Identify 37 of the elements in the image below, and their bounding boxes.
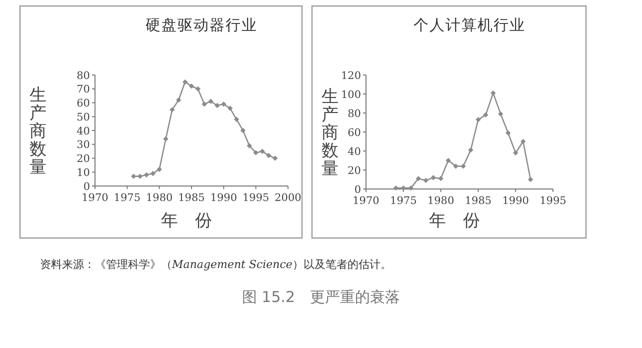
y-tick-label: 100 xyxy=(340,88,361,101)
y-tick-label: 80 xyxy=(76,70,90,82)
y-tick-label: 40 xyxy=(348,146,361,158)
caption: 图 15.2 更严重的衰落 xyxy=(242,288,400,306)
y-tick-label: 0 xyxy=(354,184,361,196)
x-tick-label: 1980 xyxy=(146,192,173,204)
x-tick-label: 1995 xyxy=(540,195,566,207)
x-tick-label: 1985 xyxy=(464,195,492,207)
y-tick-label: 60 xyxy=(348,126,361,139)
x-tick-label: 1970 xyxy=(352,195,380,207)
x-tick-label: 1975 xyxy=(114,192,141,204)
x-axis-title: 年 份 xyxy=(429,211,480,231)
y-tick-label: 10 xyxy=(76,166,90,179)
y-tick-label: 60 xyxy=(76,98,90,110)
y-axis-title: 生产商数量 xyxy=(322,87,338,179)
y-tick-label: 20 xyxy=(76,153,90,166)
y-tick-label: 50 xyxy=(76,111,90,124)
y-tick-label: 80 xyxy=(348,108,361,120)
x-tick-label: 2000 xyxy=(274,192,302,204)
y-axis-title: 生产商数量 xyxy=(30,86,46,178)
x-axis-title: 年 份 xyxy=(161,211,212,231)
x-tick-label: 1975 xyxy=(390,195,417,207)
text: 资料来源：《管理科学》（Management Science）以及笔者的估计。 xyxy=(40,258,392,271)
x-tick-label: 1985 xyxy=(178,192,205,204)
y-tick-label: 70 xyxy=(76,84,90,96)
y-tick-label: 40 xyxy=(76,125,90,138)
y-tick-label: 120 xyxy=(340,70,361,82)
x-tick-label: 1970 xyxy=(82,192,108,204)
y-tick-label: 0 xyxy=(83,180,90,193)
y-tick-label: 30 xyxy=(76,139,90,152)
chart-title: 硬盘驱动器行业 xyxy=(146,16,258,34)
x-tick-label: 1980 xyxy=(427,195,454,207)
x-tick-label: 1990 xyxy=(210,192,238,204)
chart-title: 个人计算机行业 xyxy=(414,16,526,34)
y-tick-label: 20 xyxy=(348,164,361,177)
x-tick-label: 1995 xyxy=(242,192,270,204)
x-tick-label: 1990 xyxy=(502,195,529,207)
